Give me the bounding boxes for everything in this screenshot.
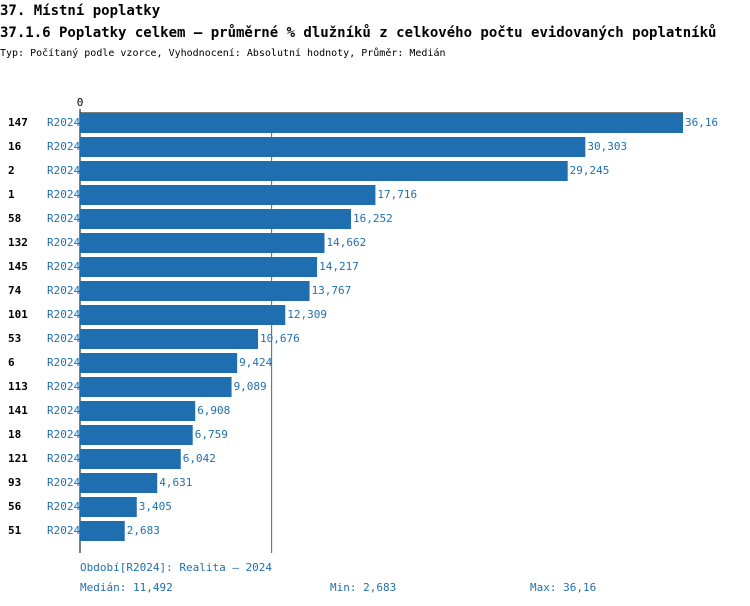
bar [80, 473, 158, 493]
value-label: 13,767 [312, 284, 352, 297]
row-label: 18 [8, 428, 21, 441]
subtitle: Typ: Počítaný podle vzorce, Vyhodnocení:… [0, 48, 446, 59]
value-label: 2,683 [127, 524, 160, 537]
period-label: Období[R2024]: Realita – 2024 [80, 561, 272, 574]
series-label: R2024 [47, 188, 80, 201]
series-label: R2024 [47, 524, 80, 537]
series-label: R2024 [47, 356, 80, 369]
value-label: 4,631 [159, 476, 192, 489]
series-label: R2024 [47, 500, 80, 513]
series-label: R2024 [47, 260, 80, 273]
row-label: 147 [8, 116, 28, 129]
bar [80, 329, 259, 349]
min-label: Min: 2,683 [330, 581, 396, 594]
bar [80, 425, 193, 445]
bar [80, 353, 238, 373]
section-title: 37. Místní poplatky [0, 3, 161, 19]
row-label: 2 [8, 164, 15, 177]
median-label: Medián: 11,492 [80, 581, 173, 594]
row-label: 74 [8, 284, 22, 297]
bar [80, 305, 286, 325]
bar [80, 401, 196, 421]
bar [80, 185, 376, 205]
bar [80, 209, 352, 229]
bar [80, 113, 683, 133]
bar [80, 521, 125, 541]
value-label: 6,908 [197, 404, 230, 417]
bar [80, 161, 568, 181]
series-label: R2024 [47, 332, 80, 345]
row-label: 121 [8, 452, 28, 465]
row-label: 141 [8, 404, 28, 417]
value-label: 12,309 [287, 308, 327, 321]
value-label: 3,405 [139, 500, 172, 513]
series-label: R2024 [47, 452, 80, 465]
series-label: R2024 [47, 164, 80, 177]
row-label: 132 [8, 236, 28, 249]
chart-title: 37.1.6 Poplatky celkem – průměrné % dluž… [0, 25, 717, 41]
bar [80, 281, 310, 301]
value-label: 9,089 [234, 380, 267, 393]
value-label: 9,424 [239, 356, 272, 369]
series-label: R2024 [47, 404, 80, 417]
value-label: 29,245 [570, 164, 610, 177]
series-label: R2024 [47, 476, 80, 489]
value-label: 10,676 [260, 332, 300, 345]
bar [80, 449, 181, 469]
series-label: R2024 [47, 308, 80, 321]
header: 37. Místní poplatky 37.1.6 Poplatky celk… [0, 0, 735, 62]
value-label: 14,662 [327, 236, 367, 249]
row-label: 145 [8, 260, 28, 273]
bar [80, 377, 232, 397]
value-label: 6,042 [183, 452, 216, 465]
row-label: 93 [8, 476, 21, 489]
bar [80, 497, 137, 517]
value-label: 30,303 [587, 140, 627, 153]
row-label: 1 [8, 188, 15, 201]
value-label: 14,217 [319, 260, 359, 273]
series-label: R2024 [47, 380, 80, 393]
series-label: R2024 [47, 212, 80, 225]
bar [80, 137, 586, 157]
max-label: Max: 36,16 [530, 581, 596, 594]
value-label: 17,716 [377, 188, 417, 201]
row-label: 56 [8, 500, 22, 513]
row-label: 101 [8, 308, 28, 321]
row-label: 53 [8, 332, 21, 345]
x-tick-label: 0 [77, 96, 84, 109]
value-label: 36,16 [685, 116, 718, 129]
bar [80, 233, 325, 253]
value-label: 16,252 [353, 212, 393, 225]
row-label: 51 [8, 524, 22, 537]
series-label: R2024 [47, 236, 80, 249]
series-label: R2024 [47, 284, 80, 297]
row-label: 113 [8, 380, 28, 393]
row-label: 6 [8, 356, 15, 369]
bar [80, 257, 318, 277]
series-label: R2024 [47, 140, 80, 153]
series-label: R2024 [47, 116, 80, 129]
series-label: R2024 [47, 428, 80, 441]
row-label: 58 [8, 212, 21, 225]
row-label: 16 [8, 140, 22, 153]
value-label: 6,759 [195, 428, 228, 441]
